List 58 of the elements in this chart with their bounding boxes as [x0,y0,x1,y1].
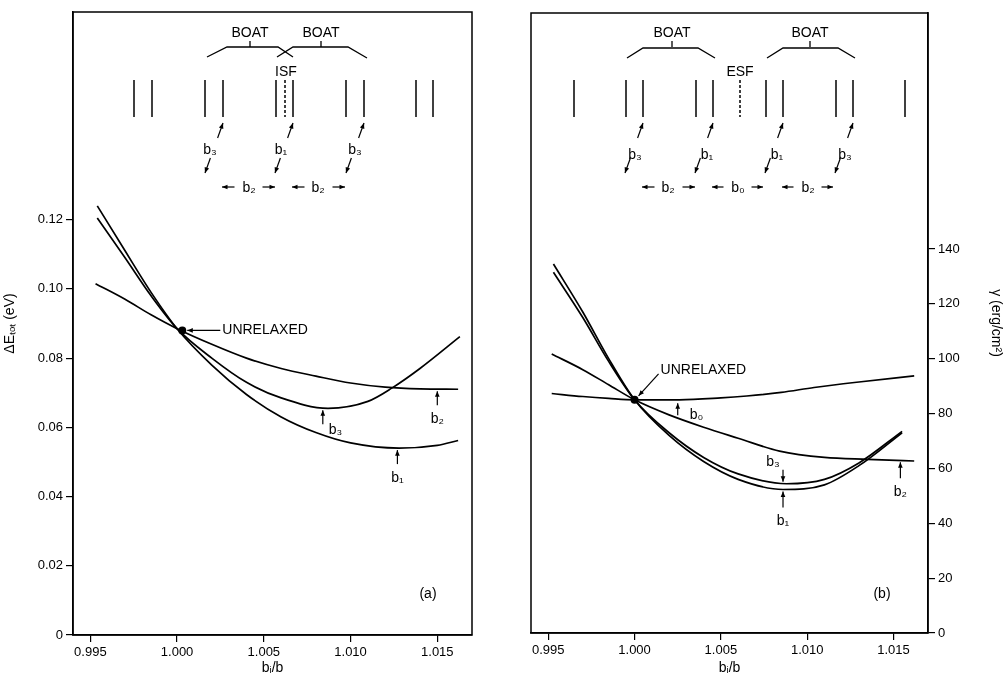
y-tick-label: 140 [938,240,960,256]
y-tick-label: 60 [938,459,953,475]
y-tick-label: 0 [938,624,946,640]
x-axis-title: bᵢ/b [261,659,284,676]
x-tick-label: 1.000 [618,642,651,658]
x-tick-label: 1.010 [334,644,367,660]
y-tick-label: 0.10 [37,280,63,296]
y-tick-label: 20 [938,569,953,585]
annotation: b₃ [838,145,852,162]
annotation: b₃ [766,452,780,469]
x-tick-label: 1.015 [421,644,454,660]
annotation: b₁ [770,145,784,162]
annotation: b₃ [203,140,217,157]
annotation: b₁ [700,145,714,162]
x-tick-label: 1.010 [790,642,824,658]
annotation: ESF [726,62,754,79]
x-tick-label: 1.000 [160,644,194,660]
y-tick-label: 100 [938,350,960,366]
y-tick-label: 40 [938,514,953,530]
y-tick-label: 0.04 [37,488,63,504]
annotation: BOAT [653,23,691,40]
annotation: BOAT [791,23,829,40]
annotation: ISF [275,62,297,79]
annotation: UNRELAXED [660,360,747,377]
y-tick-label: 120 [938,295,960,311]
y-tick-label: 0.08 [37,349,63,365]
annotation: b₀ [731,178,745,195]
annotation: b₂ [311,178,325,195]
x-tick-label: 1.005 [704,642,738,658]
annotation: b₃ [328,421,343,438]
x-tick-label: 0.995 [74,644,107,660]
annotation: b₂ [430,410,444,427]
annotation: BOAT [231,23,269,40]
y-tick-label: 0 [55,626,63,642]
y-tick-label: 80 [938,405,953,421]
annotation: b₁ [776,512,790,529]
y-tick-label: 0.02 [37,557,63,573]
annotation: b₁ [391,468,404,485]
y-tick-label: 0.12 [37,211,63,227]
annotation: UNRELAXED [222,321,308,338]
annotation: b₃ [348,140,362,157]
annotation: (b) [873,584,891,601]
y-axis-title: ΔEₜₒₜ (eV) [1,293,18,354]
annotation: b₁ [274,140,288,157]
annotation: BOAT [302,23,340,40]
annotation: b₂ [242,178,256,195]
y-axis-title: γ (erg/cm²) [988,289,1005,357]
annotation: b₂ [801,178,815,195]
x-tick-label: 0.995 [531,642,565,658]
x-axis-title: bᵢ/b [718,659,741,676]
annotation: b₃ [628,145,642,162]
y-tick-label: 0.06 [37,418,63,434]
x-tick-label: 1.005 [247,644,281,660]
x-tick-label: 1.015 [877,642,910,658]
annotation: b₀ [689,406,704,423]
annotation: (a) [419,584,437,601]
annotation: b₂ [893,483,907,500]
annotation: b₂ [661,178,675,195]
